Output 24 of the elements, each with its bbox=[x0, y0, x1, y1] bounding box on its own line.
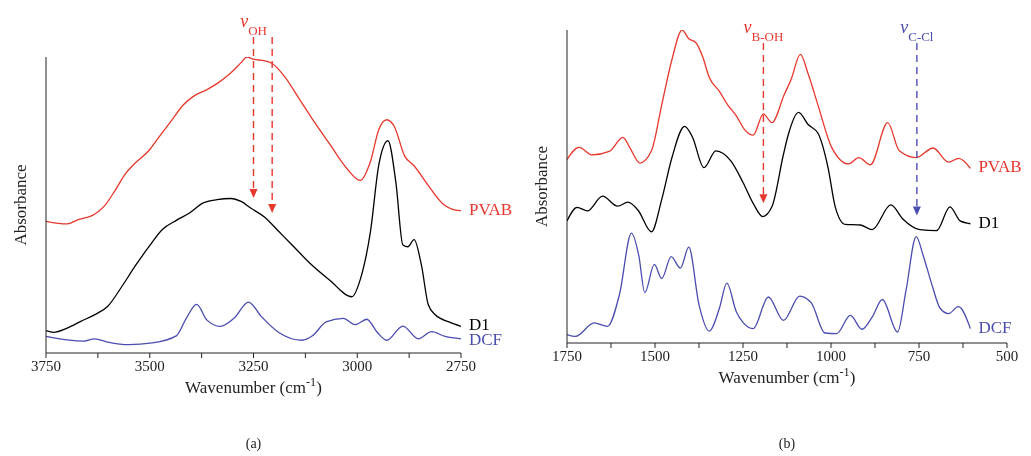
x-axis-title: Wavenumber (cm$^{-1}$) bbox=[718, 365, 856, 387]
x-tick-label: 3750 bbox=[31, 357, 61, 374]
ref-line-label: ν$_{C-Cl}$ bbox=[900, 17, 934, 44]
x-tick-label: 2750 bbox=[446, 357, 476, 374]
x-tick-label: 1250 bbox=[728, 347, 758, 364]
x-tick-label: 3250 bbox=[238, 357, 269, 374]
series-label: PVAB bbox=[978, 157, 1022, 177]
x-tick-label: 3500 bbox=[134, 357, 165, 374]
text: (b) bbox=[778, 436, 796, 452]
series-label: PVAB bbox=[469, 199, 513, 219]
text: (a) bbox=[245, 436, 262, 452]
series-label: DCF bbox=[978, 317, 1012, 337]
series-label: D1 bbox=[978, 212, 1000, 232]
x-tick-label: 1750 bbox=[552, 347, 582, 364]
y-axis-title: Absorbance bbox=[11, 164, 30, 246]
x-tick-label: 750 bbox=[907, 347, 931, 364]
x-tick-label: 3000 bbox=[342, 357, 373, 374]
y-axis-title: Absorbance bbox=[532, 145, 551, 228]
x-tick-label: 500 bbox=[995, 347, 1019, 364]
x-axis-title: Wavenumber (cm$^{-1}$) bbox=[185, 375, 322, 397]
ref-line-label: ν$_{OH}$ bbox=[240, 11, 267, 38]
x-tick-label: 1500 bbox=[640, 347, 670, 364]
x-tick-label: 1000 bbox=[816, 347, 846, 364]
ref-line-label: ν$_{B-OH}$ bbox=[743, 17, 784, 44]
